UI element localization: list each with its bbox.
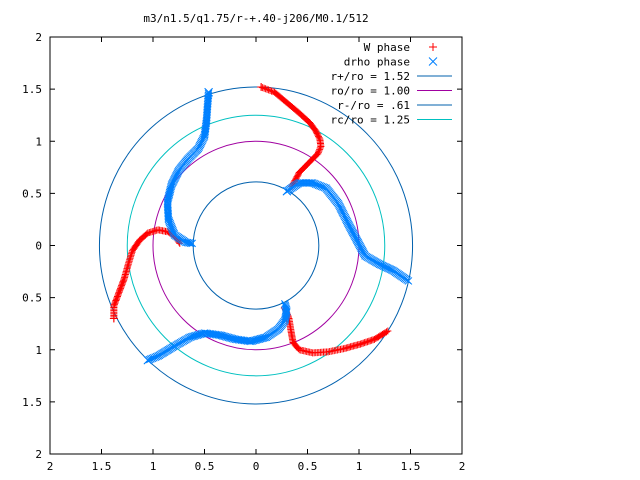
data-point [109, 314, 118, 323]
x-tick-label: 1 [150, 460, 157, 473]
series-curve [282, 179, 413, 285]
series-curve [163, 87, 213, 248]
reference-circle [98, 86, 414, 405]
x-tick-label: 2 [47, 460, 54, 473]
legend-label: ro/ro = 1.00 [331, 85, 410, 98]
x-tick-label: 0.5 [298, 460, 318, 473]
legend-symbol [429, 43, 437, 51]
legend-label: rc/ro = 1.25 [331, 114, 410, 127]
data-point [282, 186, 292, 196]
x-tick-label: 0.5 [195, 460, 215, 473]
x-tick-label: 2 [459, 460, 466, 473]
x-tick-label: 0 [253, 460, 260, 473]
y-tick-label: 0.5 [22, 292, 42, 305]
series-curve [143, 300, 291, 365]
axis-ticks: 2 1.5 1 0.5 0 0.5 1 1.5 221.510.500.511.52 [22, 31, 465, 473]
legend-label: drho phase [344, 56, 410, 69]
reference-circles [98, 86, 414, 405]
series-curve [109, 226, 184, 323]
reference-circle [126, 114, 386, 377]
y-tick-label: 1.5 [22, 396, 42, 409]
y-tick-label: 0 [35, 240, 42, 253]
x-tick-label: 1.5 [92, 460, 112, 473]
chart-title: m3/n1.5/q1.75/r-+.40-j206/M0.1/512 [143, 12, 368, 25]
data-point [204, 87, 213, 97]
y-tick-label: 1.5 [22, 83, 42, 96]
y-tick-label: 2 [35, 448, 42, 461]
data-points [110, 226, 184, 322]
legend-symbol [428, 57, 438, 66]
legend-label: W phase [364, 41, 410, 54]
reference-circle [152, 140, 360, 351]
x-tick-label: 1 [356, 460, 363, 473]
y-tick-label: 0.5 [22, 187, 42, 200]
data-point [257, 83, 266, 92]
series-curve [257, 83, 325, 190]
y-tick-label: 1 [35, 135, 42, 148]
y-tick-label: 1 [35, 344, 42, 357]
legend-label: r+/ro = 1.52 [331, 70, 410, 83]
data-point [143, 355, 153, 365]
x-tick-label: 1.5 [401, 460, 421, 473]
y-tick-label: 2 [35, 31, 42, 44]
data-series [109, 83, 413, 365]
data-points [283, 179, 413, 285]
reference-circle [192, 181, 320, 310]
legend-label: r-/ro = .61 [337, 99, 410, 112]
data-points [143, 300, 291, 365]
data-points [257, 83, 325, 190]
